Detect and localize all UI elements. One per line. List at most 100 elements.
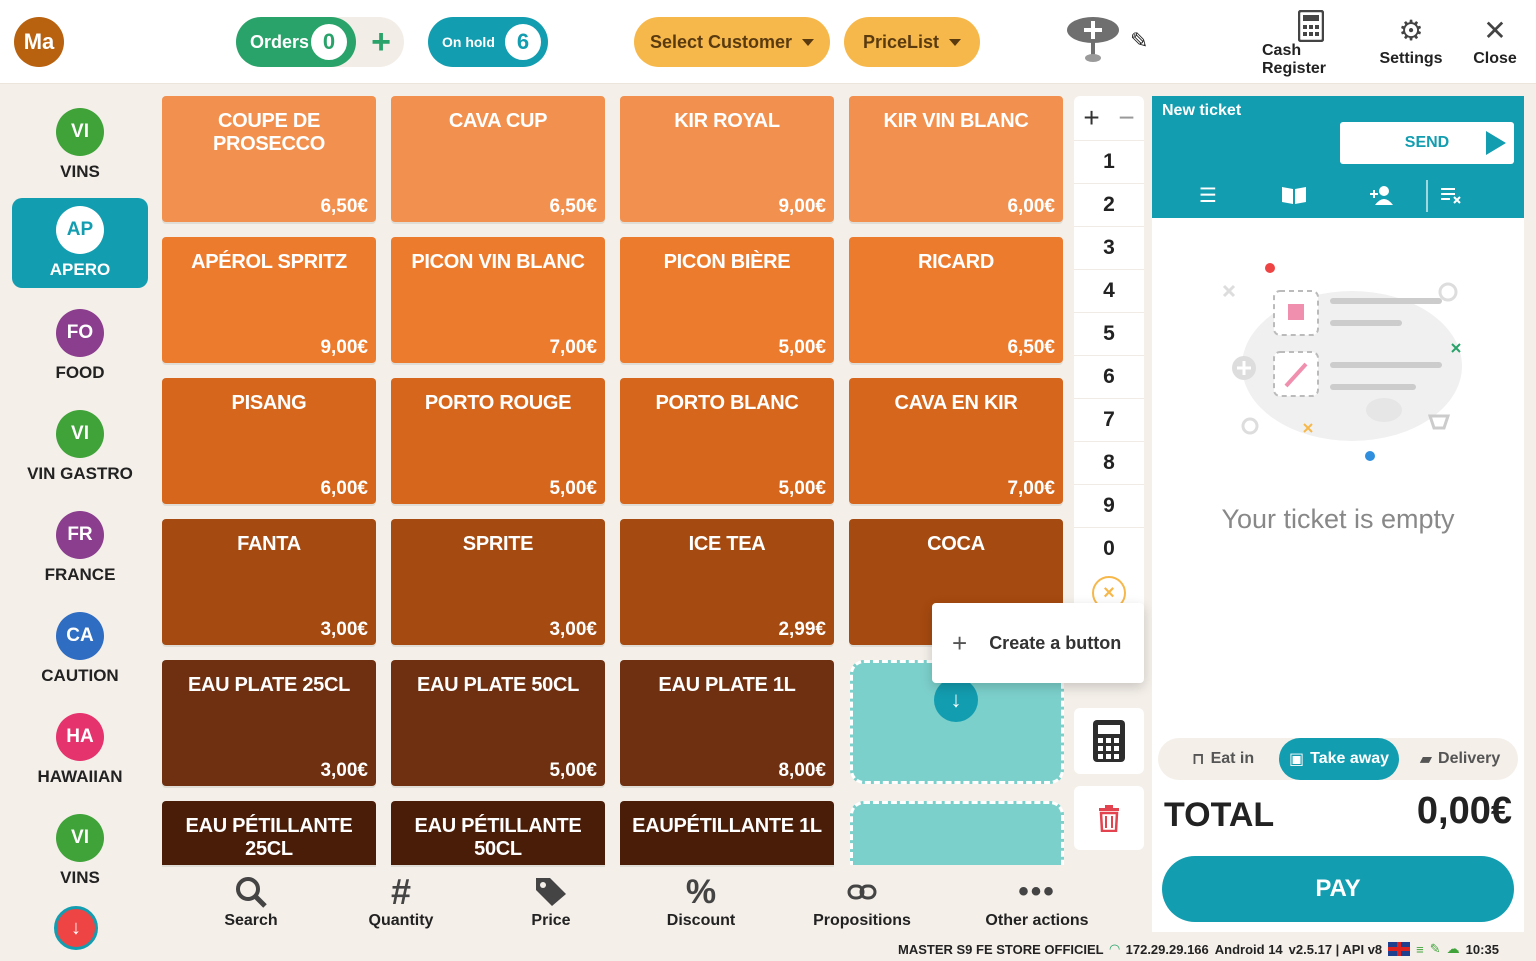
calculator-button[interactable] <box>1074 708 1144 774</box>
take-away-button[interactable]: ▣ Take away <box>1279 738 1399 780</box>
product-price: 9,00€ <box>320 337 368 358</box>
add-pin-icon[interactable] <box>1066 16 1120 66</box>
product-name: PORTO BLANC <box>655 392 799 414</box>
send-button[interactable]: SEND <box>1340 122 1514 164</box>
category-badge: FR <box>56 511 104 559</box>
price-tool-button[interactable]: Price <box>486 872 616 942</box>
product-button[interactable]: CAVA EN KIR 7,00€ <box>849 378 1063 504</box>
play-icon <box>1486 131 1506 155</box>
product-button[interactable]: PICON BIÈRE 5,00€ <box>620 237 834 363</box>
category-vins[interactable]: VI VINS <box>12 806 148 896</box>
trash-icon <box>1099 805 1119 832</box>
keypad-key-5[interactable]: 5 <box>1074 312 1144 354</box>
pencil-icon[interactable]: ✎ <box>1130 28 1149 53</box>
product-button[interactable]: EAU PÉTILLANTE 25CL <box>162 801 376 865</box>
keypad-key-0[interactable]: 0 <box>1074 527 1144 569</box>
product-button[interactable]: EAU PÉTILLANTE 50CL <box>391 801 605 865</box>
keypad-key-6[interactable]: 6 <box>1074 355 1144 397</box>
settings-button[interactable]: ⚙ Settings <box>1378 10 1444 76</box>
category-hawaiian[interactable]: HA HAWAIIAN <box>12 705 148 795</box>
book-icon[interactable] <box>1274 180 1314 210</box>
category-label: CAUTION <box>41 666 119 685</box>
propositions-tool-button[interactable]: Propositions <box>797 872 927 942</box>
calculator-icon <box>1093 720 1125 762</box>
pay-button[interactable]: PAY <box>1162 856 1514 922</box>
product-button[interactable]: PISANG 6,00€ <box>162 378 376 504</box>
category-vin-gastro[interactable]: VI VIN GASTRO <box>12 402 148 492</box>
new-order-plus-icon[interactable]: + <box>371 22 391 61</box>
product-price: 2,99€ <box>778 619 826 640</box>
keypad-key-1[interactable]: 1 <box>1074 140 1144 182</box>
product-button[interactable]: PORTO BLANC 5,00€ <box>620 378 834 504</box>
other-actions-tool-button[interactable]: ••• Other actions <box>972 872 1102 942</box>
product-button[interactable]: FANTA 3,00€ <box>162 519 376 645</box>
category-vins[interactable]: VI VINS <box>12 100 148 190</box>
product-name: PICON VIN BLANC <box>411 251 585 273</box>
keypad-key-3[interactable]: 3 <box>1074 226 1144 268</box>
keypad-key-8[interactable]: 8 <box>1074 441 1144 483</box>
clear-list-icon[interactable] <box>1432 180 1472 210</box>
quantity-tool-button[interactable]: # Quantity <box>336 871 466 942</box>
category-sidebar: VI VINS AP APERO FO FOOD VI VIN GASTRO FR FRANCE C… <box>0 84 152 961</box>
on-hold-button[interactable]: On hold 6 <box>428 17 548 67</box>
flag-uk-icon <box>1388 942 1411 956</box>
list-icon[interactable]: ☰ <box>1199 184 1217 207</box>
product-name: CAVA EN KIR <box>894 392 1018 414</box>
product-button[interactable]: ICE TEA 2,99€ <box>620 519 834 645</box>
product-button[interactable]: EAU PLATE 1L 8,00€ <box>620 660 834 786</box>
total-value: 0,00€ <box>1416 790 1512 832</box>
caret-down-icon <box>802 38 815 46</box>
bag-icon: ▣ <box>1289 751 1305 768</box>
product-name: COUPE DE PROSECCO <box>212 110 326 155</box>
product-name: KIR ROYAL <box>674 110 780 132</box>
search-tool-button[interactable]: Search <box>186 872 316 942</box>
create-button-popup[interactable]: + Create a button <box>932 603 1144 683</box>
total-label: TOTAL <box>1164 796 1275 834</box>
product-name: PORTO ROUGE <box>424 392 572 414</box>
keypad-key-4[interactable]: 4 <box>1074 269 1144 311</box>
minus-key[interactable]: − <box>1118 102 1135 133</box>
product-price: 5,00€ <box>549 478 597 499</box>
product-price: 5,00€ <box>778 337 826 358</box>
product-button[interactable]: EAUPÉTILLANTE 1L <box>620 801 834 865</box>
category-france[interactable]: FR FRANCE <box>12 503 148 593</box>
product-button[interactable]: PORTO ROUGE 5,00€ <box>391 378 605 504</box>
category-apero[interactable]: AP APERO <box>12 198 148 288</box>
pricelist-button[interactable]: PriceList <box>844 17 980 67</box>
store-logo[interactable]: Ma <box>14 17 64 67</box>
more-icon: ••• <box>1018 875 1056 908</box>
product-button[interactable]: KIR ROYAL 9,00€ <box>620 96 834 222</box>
select-customer-button[interactable]: Select Customer <box>634 17 830 67</box>
product-button[interactable]: SPRITE 3,00€ <box>391 519 605 645</box>
product-button[interactable]: COUPE DE PROSECCO 6,50€ <box>162 96 376 222</box>
category-caution[interactable]: CA CAUTION <box>12 604 148 694</box>
product-price: 6,00€ <box>320 478 368 499</box>
product-button[interactable]: EAU PLATE 50CL 5,00€ <box>391 660 605 786</box>
product-name: EAU PLATE 1L <box>658 674 796 696</box>
eat-in-button[interactable]: ⊓ Eat in <box>1168 738 1278 780</box>
keypad-key-9[interactable]: 9 <box>1074 484 1144 526</box>
discount-tool-button[interactable]: % Discount <box>636 872 766 942</box>
arrow-down-icon[interactable]: ↓ <box>934 678 978 722</box>
product-button[interactable]: PICON VIN BLANC 7,00€ <box>391 237 605 363</box>
caret-down-icon <box>949 38 962 46</box>
orders-pill: Orders 0 + <box>236 17 404 67</box>
keypad-key-2[interactable]: 2 <box>1074 183 1144 225</box>
product-button[interactable]: KIR VIN BLANC 6,00€ <box>849 96 1063 222</box>
keypad-key-7[interactable]: 7 <box>1074 398 1144 440</box>
product-button[interactable]: RICARD 6,50€ <box>849 237 1063 363</box>
send-label: SEND <box>1404 134 1450 151</box>
close-button[interactable]: ✕ Close <box>1468 10 1522 76</box>
delivery-button[interactable]: ▰ Delivery <box>1408 738 1512 780</box>
delete-button[interactable] <box>1074 786 1144 850</box>
category-download-icon[interactable]: ↓ <box>54 906 98 950</box>
cash-register-button[interactable]: Cash Register <box>1262 10 1360 77</box>
empty-button-slot[interactable] <box>850 801 1064 865</box>
plus-key[interactable]: + <box>1083 102 1100 133</box>
orders-label: Orders <box>250 31 310 52</box>
add-user-icon[interactable] <box>1362 180 1402 210</box>
category-food[interactable]: FO FOOD <box>12 301 148 391</box>
product-button[interactable]: APÉROL SPRITZ 9,00€ <box>162 237 376 363</box>
product-button[interactable]: EAU PLATE 25CL 3,00€ <box>162 660 376 786</box>
product-button[interactable]: CAVA CUP 6,50€ <box>391 96 605 222</box>
